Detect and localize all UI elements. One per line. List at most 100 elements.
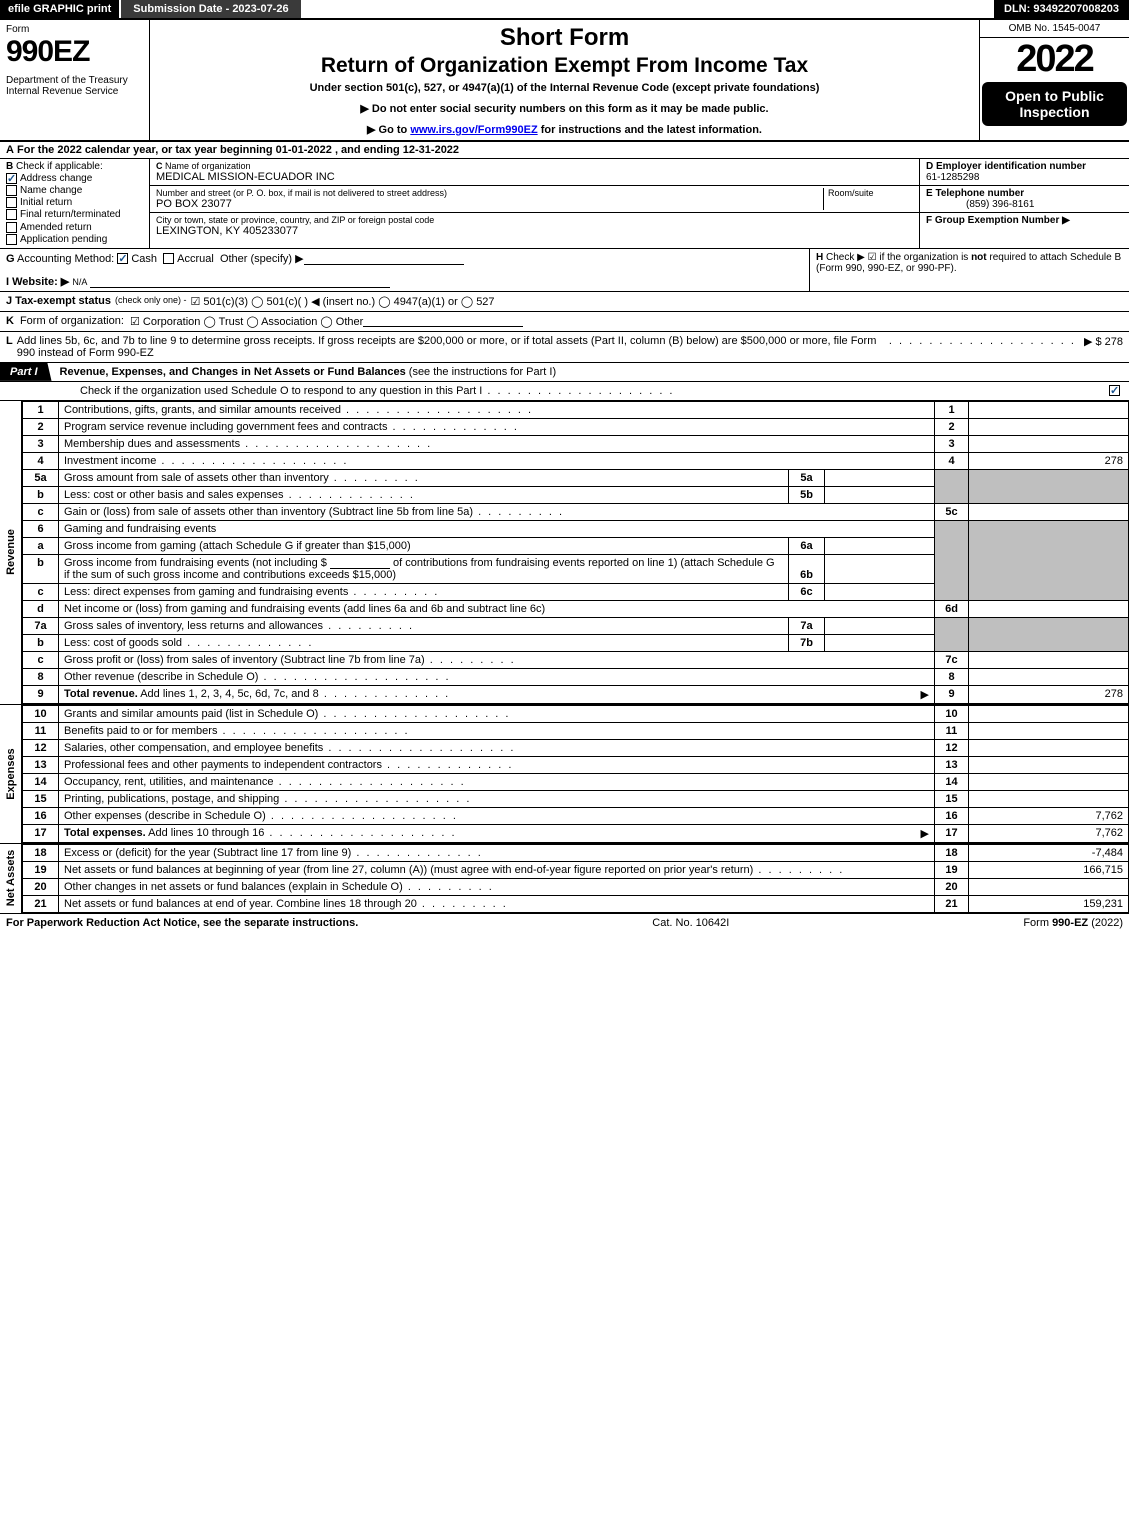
blank-line	[363, 315, 523, 327]
l14-d: Occupancy, rent, utilities, and maintena…	[59, 773, 935, 790]
opt-4: Amended return	[20, 222, 92, 233]
row-j: J Tax-exempt status (check only one) - ☑…	[0, 292, 1129, 312]
l6b-d: Gross income from fundraising events (no…	[59, 554, 789, 583]
c-addr-cell: Number and street (or P. O. box, if mail…	[150, 186, 919, 213]
cb-name-change[interactable]: Name change	[6, 185, 143, 196]
cb-final-return[interactable]: Final return/terminated	[6, 209, 143, 220]
f-lbl: F Group Exemption Number ▶	[926, 215, 1070, 226]
under-section: Under section 501(c), 527, or 4947(a)(1)…	[158, 82, 971, 94]
website-val: N/A	[72, 277, 87, 287]
city-lbl: City or town, state or province, country…	[156, 215, 913, 225]
l20-v	[969, 878, 1129, 895]
page-footer: For Paperwork Reduction Act Notice, see …	[0, 914, 1129, 932]
l11-v	[969, 722, 1129, 739]
fr-pre: Form	[1023, 917, 1052, 929]
blank-line	[304, 253, 464, 265]
l9-v: 278	[969, 685, 1129, 703]
j-note: (check only one) -	[115, 295, 187, 308]
p1-t: Revenue, Expenses, and Changes in Net As…	[60, 366, 406, 378]
g-txt: Accounting Method:	[17, 253, 114, 265]
a-label: A	[6, 144, 14, 156]
g-other: Other (specify) ▶	[220, 253, 304, 265]
cb-address-change[interactable]: Address change	[6, 173, 143, 184]
k-txt: Form of organization:	[20, 315, 124, 328]
netassets-table: 18Excess or (deficit) for the year (Subt…	[22, 844, 1129, 913]
checkbox-icon	[6, 197, 17, 208]
b-hdr: Check if applicable:	[16, 161, 103, 172]
expenses-table: 10Grants and similar amounts paid (list …	[22, 705, 1129, 843]
c-name-cell: C Name of organization MEDICAL MISSION-E…	[150, 159, 919, 186]
l12-d: Salaries, other compensation, and employ…	[59, 739, 935, 756]
opt-1: Name change	[20, 185, 82, 196]
l17-v: 7,762	[969, 824, 1129, 842]
checkbox-icon	[6, 185, 17, 196]
l8-d: Other revenue (describe in Schedule O)	[59, 668, 935, 685]
checkbox-icon	[163, 253, 174, 264]
right-box: OMB No. 1545-0047 2022 Open to Public In…	[979, 20, 1129, 140]
checkbox-icon	[6, 222, 17, 233]
l17-d2: Add lines 10 through 16	[146, 827, 457, 839]
efile-label[interactable]: efile GRAPHIC print	[0, 0, 119, 18]
l3-d: Membership dues and assessments	[59, 435, 935, 452]
l5c-v	[969, 503, 1129, 520]
irs-link[interactable]: www.irs.gov/Form990EZ	[410, 124, 537, 136]
l7c-v	[969, 651, 1129, 668]
cat-no: Cat. No. 10642I	[358, 917, 1023, 929]
expenses-side: Expenses	[0, 705, 22, 843]
l6a-d: Gross income from gaming (attach Schedul…	[59, 537, 789, 554]
cb-initial-return[interactable]: Initial return	[6, 197, 143, 208]
form-title: Return of Organization Exempt From Incom…	[158, 54, 971, 78]
l9-d: Total revenue. Add lines 1, 2, 3, 4, 5c,…	[59, 685, 935, 703]
l18-d: Excess or (deficit) for the year (Subtra…	[59, 844, 935, 861]
opt-5: Application pending	[20, 234, 107, 245]
part1-tab: Part I	[0, 363, 52, 381]
l3-v	[969, 435, 1129, 452]
l1-d: Contributions, gifts, grants, and simila…	[59, 401, 935, 418]
paperwork-note: For Paperwork Reduction Act Notice, see …	[6, 917, 358, 929]
org-name: MEDICAL MISSION-ECUADOR INC	[156, 171, 335, 183]
phone: (859) 396-8161	[926, 199, 1034, 210]
opt-0: Address change	[20, 173, 92, 184]
g-block: G Accounting Method: Cash Accrual Other …	[0, 249, 809, 291]
revenue-side: Revenue	[0, 401, 22, 704]
h-block: H Check ▶ ☑ if the organization is not r…	[809, 249, 1129, 291]
l-txt: Add lines 5b, 6c, and 7b to line 9 to de…	[17, 335, 889, 359]
arrow-icon	[921, 688, 929, 701]
part1-header: Part I Revenue, Expenses, and Changes in…	[0, 363, 1129, 382]
c-city-cell: City or town, state or province, country…	[150, 213, 919, 239]
arrow-icon	[921, 827, 929, 840]
b-label: B	[6, 161, 13, 172]
form-number: 990EZ	[6, 35, 143, 69]
cb-pending[interactable]: Application pending	[6, 234, 143, 245]
g-lbl: G	[6, 253, 15, 265]
e-lbl: E Telephone number	[926, 188, 1024, 199]
l2-d: Program service revenue including govern…	[59, 418, 935, 435]
l16-d: Other expenses (describe in Schedule O)	[59, 807, 935, 824]
d-lbl: D Employer identification number	[926, 161, 1086, 172]
k-opts: ☑ Corporation ◯ Trust ◯ Association ◯ Ot…	[130, 315, 363, 328]
blank-line	[330, 557, 390, 569]
col-def: D Employer identification number 61-1285…	[919, 159, 1129, 248]
g-accrual: Accrual	[177, 253, 214, 265]
l6d-d: Net income or (loss) from gaming and fun…	[59, 600, 935, 617]
col-b: B Check if applicable: Address change Na…	[0, 159, 150, 248]
gh-row: G Accounting Method: Cash Accrual Other …	[0, 249, 1129, 292]
goto-note: ▶ Go to www.irs.gov/Form990EZ for instru…	[158, 123, 971, 136]
tax-year: 2022	[980, 38, 1129, 80]
g-cash: Cash	[131, 253, 157, 265]
l9-d2: Add lines 1, 2, 3, 4, 5c, 6d, 7c, and 8	[138, 688, 450, 700]
l16-v: 7,762	[969, 807, 1129, 824]
l13-v	[969, 756, 1129, 773]
l21-v: 159,231	[969, 895, 1129, 912]
l5c-d: Gain or (loss) from sale of assets other…	[59, 503, 935, 520]
net-label: Net Assets	[5, 850, 17, 906]
l8-v	[969, 668, 1129, 685]
bcdef-row: B Check if applicable: Address change Na…	[0, 159, 1129, 249]
l6c-d: Less: direct expenses from gaming and fu…	[59, 583, 789, 600]
d-cell: D Employer identification number 61-1285…	[920, 159, 1129, 186]
fr-post: (2022)	[1088, 917, 1123, 929]
l20-d: Other changes in net assets or fund bala…	[59, 878, 935, 895]
cb-amended[interactable]: Amended return	[6, 222, 143, 233]
dln-label: DLN: 93492207008203	[994, 0, 1129, 18]
l7a-d: Gross sales of inventory, less returns a…	[59, 617, 789, 634]
